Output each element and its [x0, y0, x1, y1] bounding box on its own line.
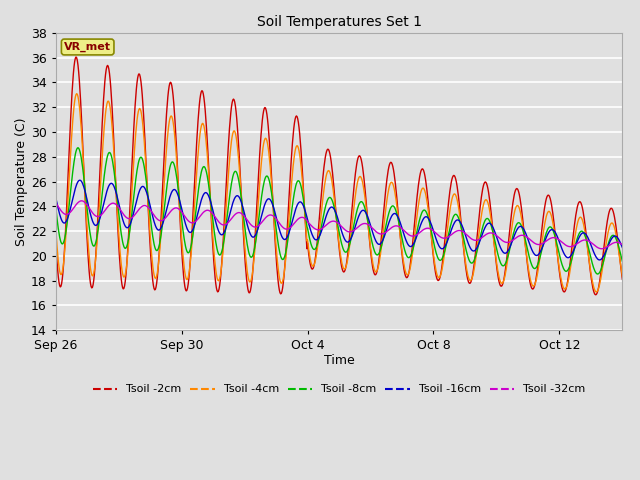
Legend: Tsoil -2cm, Tsoil -4cm, Tsoil -8cm, Tsoil -16cm, Tsoil -32cm: Tsoil -2cm, Tsoil -4cm, Tsoil -8cm, Tsoi… [88, 380, 589, 399]
Text: VR_met: VR_met [64, 42, 111, 52]
Y-axis label: Soil Temperature (C): Soil Temperature (C) [15, 117, 28, 246]
Title: Soil Temperatures Set 1: Soil Temperatures Set 1 [257, 15, 422, 29]
X-axis label: Time: Time [324, 354, 355, 367]
